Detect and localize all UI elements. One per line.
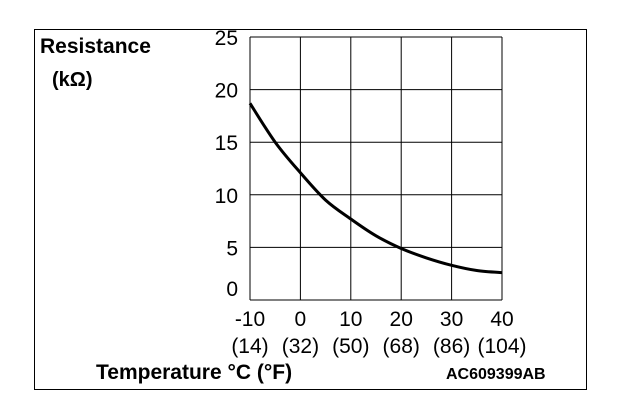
y-tick-label-3: 15 [215, 132, 238, 155]
y-tick-label-4: 20 [215, 80, 238, 103]
y-tick-labels: 0 5 10 15 20 25 [215, 27, 238, 301]
x-tick-label-2: 10 [339, 308, 362, 331]
y-tick-label-0: 0 [226, 278, 238, 301]
y-tick-label-1: 5 [226, 237, 238, 260]
y-axis-label: Resistance [40, 35, 151, 58]
series [248, 102, 503, 275]
figure-code: AC609399AB [446, 366, 546, 383]
x-tick-label-5: 40 [490, 308, 513, 331]
x-tick-label-fahrenheit-1: (32) [282, 335, 319, 358]
x-tick-label-fahrenheit-5: (104) [477, 335, 526, 358]
x-tick-label-3: 20 [390, 308, 413, 331]
x-tick-label-fahrenheit-0: (14) [231, 335, 268, 358]
x-tick-label-fahrenheit-2: (50) [332, 335, 369, 358]
y-tick-label-2: 10 [215, 185, 238, 208]
y-axis-unit: (kΩ) [52, 69, 93, 91]
x-tick-label-fahrenheit-4: (86) [433, 335, 470, 358]
grid [249, 36, 503, 301]
x-tick-labels: -10 0 10 20 30 40 [235, 308, 514, 331]
figure-frame [34, 29, 587, 390]
resistance-curve [248, 102, 503, 275]
x-tick-label-4: 30 [440, 308, 463, 331]
y-tick-label-5: 25 [215, 27, 238, 50]
x-tick-labels-fahrenheit: (14) (32) (50) (68) (86) (104) [231, 335, 526, 358]
x-tick-label-0: -10 [235, 308, 265, 331]
x-tick-label-1: 0 [295, 308, 307, 331]
x-tick-label-fahrenheit-3: (68) [383, 335, 420, 358]
x-axis-label: Temperature °C (°F) [96, 361, 293, 384]
